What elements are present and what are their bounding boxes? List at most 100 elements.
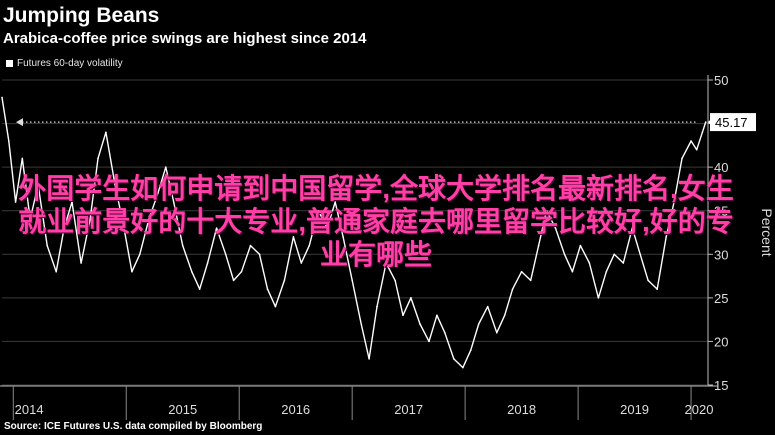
data-point — [360, 323, 363, 325]
legend: Futures 60-day volatility — [6, 58, 123, 69]
data-point — [63, 227, 65, 229]
data-point — [462, 366, 464, 369]
x-tick-label: 2017 — [394, 402, 423, 417]
y-axis-title: Percent — [759, 208, 775, 256]
data-point — [334, 201, 337, 203]
x-tick-label: 2015 — [168, 402, 197, 417]
x-tick-label: 2020 — [685, 402, 714, 417]
data-point — [419, 323, 421, 325]
data-point — [681, 157, 683, 160]
data-point — [351, 279, 353, 282]
y-tick-label: 40 — [714, 160, 728, 175]
data-point — [181, 244, 184, 247]
data-point — [80, 262, 82, 264]
data-point — [402, 314, 404, 317]
data-point — [139, 253, 141, 256]
data-point — [597, 297, 600, 299]
data-point — [300, 262, 303, 264]
data-point — [172, 201, 175, 203]
data-point — [588, 262, 591, 264]
data-point — [71, 201, 73, 203]
data-point — [89, 218, 91, 221]
data-point — [274, 305, 277, 308]
data-point — [639, 253, 642, 256]
data-point — [545, 209, 548, 212]
data-point — [656, 288, 658, 290]
source-note: Source: ICE Futures U.S. data compiled b… — [4, 421, 263, 432]
data-point — [224, 253, 227, 256]
data-point — [605, 270, 608, 273]
x-tick-label: 2019 — [620, 402, 649, 417]
data-point — [376, 305, 378, 308]
latest-value-text: 45.17 — [715, 115, 748, 130]
data-point — [428, 340, 430, 343]
data-point — [292, 236, 295, 238]
data-point — [232, 279, 235, 282]
data-point — [503, 314, 506, 317]
data-point — [631, 227, 634, 229]
data-point — [537, 244, 540, 247]
data-point — [105, 131, 107, 134]
chart-subtitle: Arabica-coffee price swings are highest … — [3, 30, 367, 47]
data-point — [665, 236, 668, 238]
data-point — [266, 288, 269, 290]
data-point — [37, 183, 39, 186]
data-point — [198, 288, 201, 290]
y-tick-label: 20 — [714, 334, 728, 349]
y-tick-label: 50 — [714, 73, 728, 88]
data-point — [469, 349, 472, 351]
data-point — [368, 358, 370, 360]
data-point — [114, 183, 116, 186]
data-point — [131, 270, 133, 273]
y-tick-label: 30 — [714, 247, 728, 262]
x-tick-label: 2014 — [15, 402, 44, 417]
data-point — [55, 270, 58, 273]
data-point — [157, 192, 159, 195]
y-tick-label: 15 — [714, 378, 728, 393]
grid-layer — [2, 79, 708, 386]
data-point — [190, 270, 193, 273]
data-point — [21, 157, 24, 160]
data-point — [385, 262, 387, 264]
data-point — [283, 279, 286, 282]
data-point — [695, 148, 698, 151]
data-point — [258, 253, 261, 256]
latest-value-label: 45.17 — [708, 113, 756, 132]
line-layer — [1, 96, 707, 369]
x-tick-label: 2018 — [507, 402, 536, 417]
data-point — [495, 331, 498, 334]
data-point — [436, 314, 438, 317]
legend-label: Futures 60-day volatility — [17, 58, 123, 69]
data-point — [164, 166, 167, 168]
data-point — [673, 201, 675, 203]
data-point — [563, 253, 566, 256]
data-point — [29, 218, 32, 221]
watermark-overlay-text: 外国学生如何申请到中国留学,全球大学排名最新排名,女生就业前景好的十大专业,普通… — [18, 173, 734, 270]
data-point — [249, 244, 252, 247]
latest-value-box — [710, 113, 756, 132]
data-point — [579, 244, 582, 247]
data-point — [7, 140, 10, 142]
y-tick-label: 35 — [714, 204, 728, 219]
data-point — [148, 218, 150, 221]
data-point — [511, 288, 514, 290]
data-point — [342, 236, 344, 238]
chart-title: Jumping Beans — [3, 4, 160, 27]
data-point — [123, 227, 125, 229]
data-point — [308, 244, 311, 247]
data-point — [1, 96, 3, 99]
data-point — [571, 270, 574, 273]
data-point — [529, 279, 532, 282]
data-point — [206, 262, 209, 264]
data-point — [215, 227, 218, 229]
data-point — [97, 157, 99, 160]
data-point — [477, 323, 480, 325]
data-point — [520, 270, 523, 273]
data-point — [613, 253, 616, 256]
data-point — [240, 270, 243, 273]
latest-value-pointer — [708, 118, 712, 127]
data-point — [453, 358, 455, 360]
data-point — [410, 297, 412, 299]
data-point — [394, 279, 396, 282]
